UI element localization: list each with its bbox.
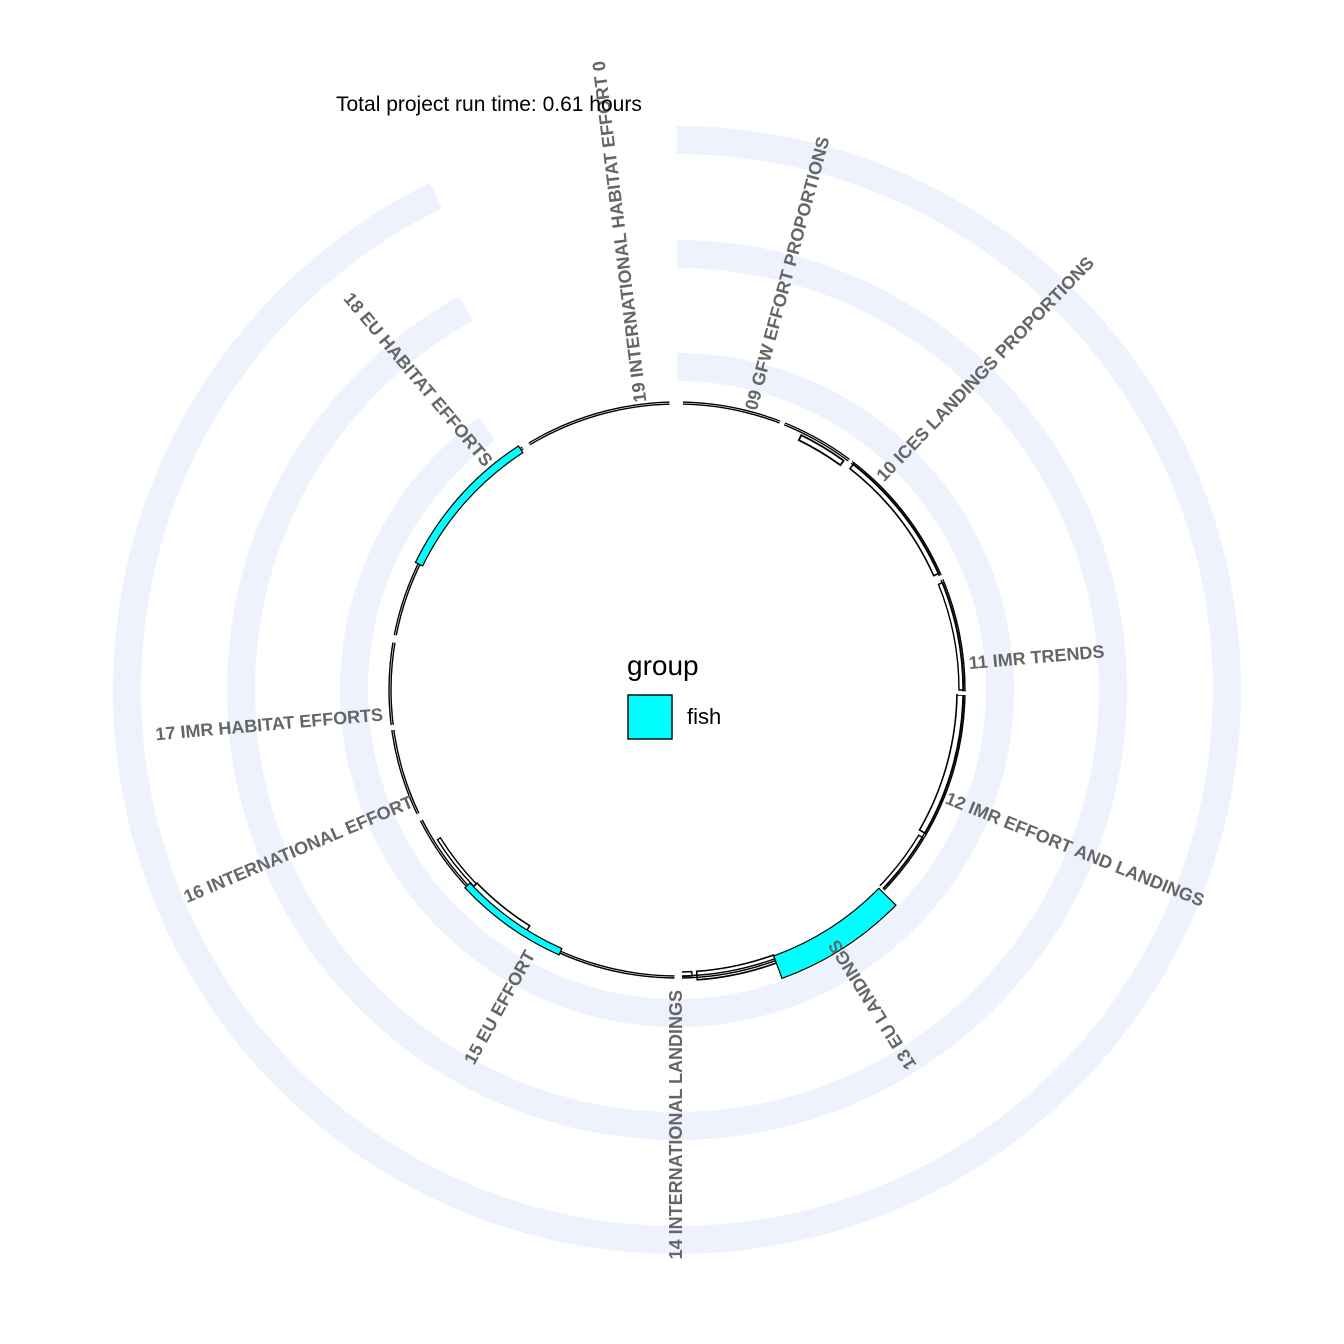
run-time-annotation: Total project run time: 0.61 hours [336, 93, 642, 116]
fish-bar-3 [414, 445, 524, 567]
script-gap-15 [669, 398, 677, 410]
script-arc-3 [848, 463, 940, 577]
step-label-2: 10 ICES LANDINGS PROPORTIONS [872, 253, 1098, 486]
fish-bar-1 [773, 887, 897, 980]
script-gap-2 [777, 417, 787, 430]
legend-title: group [627, 650, 699, 681]
script-gap-11 [387, 724, 399, 731]
legend: group fish [627, 650, 721, 740]
script-arcs [387, 398, 969, 982]
script-gap-10 [413, 810, 427, 823]
script-arc-9 [471, 881, 531, 933]
script-gap-4 [934, 573, 947, 583]
script-arc-10 [436, 836, 478, 888]
script-gap-8 [674, 970, 683, 982]
script-gap-14 [520, 439, 533, 454]
script-arc-7 [695, 953, 778, 981]
script-gap-12 [389, 634, 402, 644]
script-arc-4 [937, 581, 965, 691]
legend-label-fish: fish [687, 704, 721, 729]
step-label-6: 14 INTERNATIONAL LANDINGS [666, 990, 686, 1259]
script-arc-2 [797, 433, 845, 467]
fish-bar-2 [464, 882, 563, 956]
script-arc-5 [918, 694, 965, 835]
script-gap-3 [845, 456, 855, 468]
script-arc-6 [875, 834, 924, 894]
script-gap-5 [957, 691, 969, 696]
legend-swatch-fish [627, 694, 673, 740]
script-gap-1 [677, 398, 684, 410]
